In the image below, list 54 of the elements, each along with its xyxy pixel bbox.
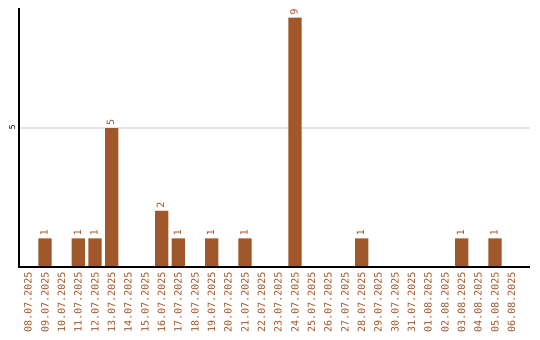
data-label: 1 [240, 229, 250, 236]
x-tick-label: 03.08.2025 [456, 272, 468, 332]
x-tick-label: 24.07.2025 [290, 272, 302, 332]
data-label: 5 [106, 119, 118, 126]
data-label: 1 [40, 229, 50, 236]
data-label: 2 [156, 202, 168, 208]
x-tick-label: 11.07.2025 [74, 272, 85, 332]
bar [172, 238, 185, 266]
bar [238, 238, 252, 266]
bar [88, 238, 102, 266]
x-tick-label: 04.08.2025 [474, 272, 485, 332]
data-label: 9 [290, 8, 300, 15]
x-tick-label: 02.08.2025 [440, 272, 452, 332]
data-label: 1 [90, 229, 100, 236]
data-label: 1 [172, 229, 184, 236]
x-tick-label: 09.07.2025 [40, 272, 52, 332]
x-tick-label: 08.07.2025 [24, 272, 35, 332]
x-tick-label: 10.07.2025 [56, 272, 68, 332]
data-label: 1 [72, 229, 84, 236]
x-tick-label: 23.07.2025 [274, 272, 285, 332]
x-tick-label: 31.07.2025 [406, 272, 418, 332]
x-tick-label: 12.07.2025 [90, 272, 102, 332]
x-tick-label: 15.07.2025 [140, 272, 152, 332]
x-tick-label: 13.07.2025 [106, 272, 118, 332]
x-tick-label: 28.07.2025 [356, 272, 368, 332]
bar [488, 238, 502, 266]
bar [455, 238, 468, 266]
x-tick-label: 17.07.2025 [174, 272, 185, 332]
x-tick-label: 14.07.2025 [124, 272, 135, 332]
x-tick-label: 20.07.2025 [224, 272, 235, 332]
bar [205, 238, 218, 266]
x-tick-label: 30.07.2025 [390, 272, 402, 332]
x-tick-label: 05.08.2025 [490, 272, 502, 332]
bar [155, 210, 168, 266]
data-label: 1 [456, 229, 468, 236]
x-tick-label: 25.07.2025 [306, 272, 318, 332]
bar [72, 238, 85, 266]
x-tick-label: 06.08.2025 [506, 272, 518, 332]
bar [105, 128, 118, 266]
x-tick-label: 26.07.2025 [324, 272, 335, 332]
x-tick-label: 01.08.2025 [424, 272, 435, 332]
data-label: 1 [206, 229, 218, 236]
x-tick-label: 19.07.2025 [206, 272, 218, 332]
data-label: 1 [356, 229, 368, 236]
bar [38, 238, 52, 266]
bar [355, 238, 368, 266]
x-tick-label: 27.07.2025 [340, 272, 352, 332]
x-tick-label: 29.07.2025 [374, 272, 385, 332]
data-label: 1 [490, 229, 500, 236]
x-tick-label: 21.07.2025 [240, 272, 252, 332]
x-tick-label: 22.07.2025 [256, 272, 268, 332]
bar [288, 18, 302, 266]
x-tick-label: 16.07.2025 [156, 272, 168, 332]
x-tick-label: 18.07.2025 [190, 272, 202, 332]
